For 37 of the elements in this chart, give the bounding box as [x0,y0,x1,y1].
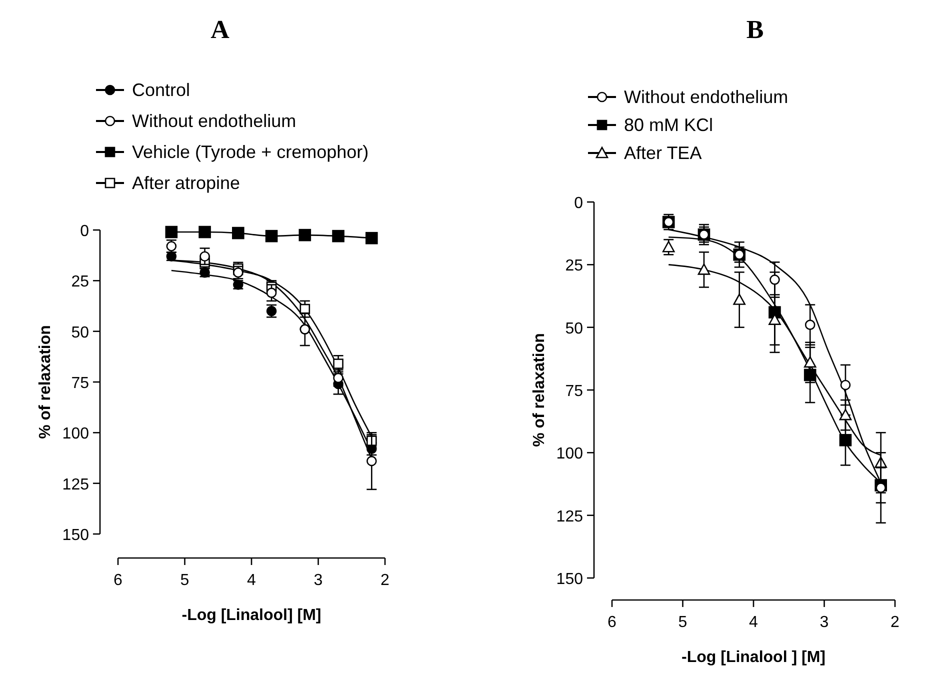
x-axis-title: -Log [Linalool] [M] [182,607,322,624]
x-tick-label: 2 [890,614,900,631]
legend-label: 80 mM KCl [624,115,714,135]
y-tick-label: 150 [556,571,584,588]
legend-label: After TEA [624,143,702,163]
x-tick-label: 4 [247,572,256,589]
x-tick-label: 6 [114,572,123,589]
legend-label: Vehicle (Tyrode + cremophor) [132,142,369,162]
x-tick-label: 5 [678,614,688,631]
y-tick-label: 75 [565,383,584,400]
y-tick-label: 150 [62,527,90,544]
legend-label: Without endothelium [624,87,788,107]
y-tick-label: 25 [565,258,584,275]
y-tick-label: 75 [71,375,90,392]
legend-label: After atropine [132,173,240,193]
x-axis-title: -Log [Linalool ] [M] [682,649,826,666]
y-tick-label: 100 [62,426,90,443]
y-tick-label: 50 [71,324,90,342]
y-tick-label: 0 [574,195,584,212]
y-tick-label: 50 [565,320,584,338]
x-tick-label: 5 [180,572,190,589]
legend-label: Without endothelium [132,111,296,131]
y-axis-title: % of relaxation [37,325,54,439]
x-tick-label: 3 [314,572,323,589]
y-tick-label: 100 [556,446,584,463]
chart-title: A [210,15,230,44]
x-tick-label: 6 [608,614,617,631]
x-tick-label: 2 [380,572,390,589]
y-tick-label: 125 [556,508,584,526]
x-tick-label: 4 [749,614,758,631]
y-tick-label: 25 [71,274,90,291]
legend-label: Control [132,80,190,100]
y-tick-label: 0 [80,223,90,240]
chart-title: B [746,15,764,44]
y-axis-title: % of relaxation [531,333,548,447]
y-tick-label: 125 [62,476,90,494]
x-tick-label: 3 [820,614,829,631]
